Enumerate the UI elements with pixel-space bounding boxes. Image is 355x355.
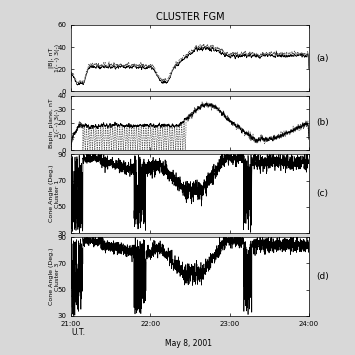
Text: (a): (a) xyxy=(316,54,328,62)
Text: CLUSTER FGM: CLUSTER FGM xyxy=(155,12,224,22)
Y-axis label: |B|, nT
1(- -) 3(-): |B|, nT 1(- -) 3(-) xyxy=(49,44,60,72)
Text: (c): (c) xyxy=(316,189,328,198)
Y-axis label: Cone Angle (Deg.)
Cluster 1: Cone Angle (Deg.) Cluster 1 xyxy=(49,165,60,223)
Text: May 8, 2001: May 8, 2001 xyxy=(165,339,212,348)
Text: U.T.: U.T. xyxy=(71,328,85,337)
Y-axis label: Cone Angle (Deg.)
Cluster 3: Cone Angle (Deg.) Cluster 3 xyxy=(49,248,60,305)
Text: (d): (d) xyxy=(316,272,329,281)
Y-axis label: Bspin_plane, nT
1(- -) 3(-): Bspin_plane, nT 1(- -) 3(-) xyxy=(49,98,60,148)
Text: (b): (b) xyxy=(316,119,329,127)
